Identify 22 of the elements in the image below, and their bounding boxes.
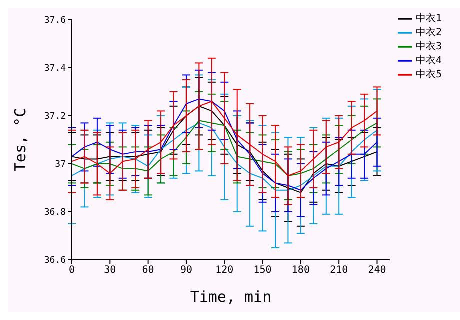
x-tick-label: 120 — [216, 265, 234, 276]
y-axis-title: Tes, °C — [11, 108, 30, 172]
x-tick-label: 180 — [292, 265, 310, 276]
legend-label: 中衣3 — [416, 42, 442, 53]
legend-label: 中衣5 — [416, 70, 442, 81]
x-tick-label: 150 — [254, 265, 272, 276]
x-tick-label: 90 — [180, 265, 192, 276]
legend-label: 中衣2 — [416, 28, 442, 39]
legend-label: 中衣4 — [416, 56, 442, 67]
y-tick-label: 37 — [55, 160, 66, 170]
y-tick-label: 37.2 — [44, 112, 66, 122]
x-axis-title: Time, min — [190, 288, 272, 306]
legend-label: 中衣1 — [416, 14, 442, 25]
x-tick-label: 60 — [142, 265, 154, 276]
x-tick-label: 0 — [68, 265, 76, 276]
y-tick-label: 37.6 — [44, 16, 66, 26]
y-tick-label: 37.4 — [44, 64, 66, 74]
x-tick-label: 210 — [330, 265, 348, 276]
y-tick-label: 36.6 — [44, 256, 66, 266]
x-tick-label: 240 — [368, 265, 386, 276]
y-tick-label: 36.8 — [44, 208, 66, 218]
x-tick-label: 30 — [104, 265, 116, 276]
